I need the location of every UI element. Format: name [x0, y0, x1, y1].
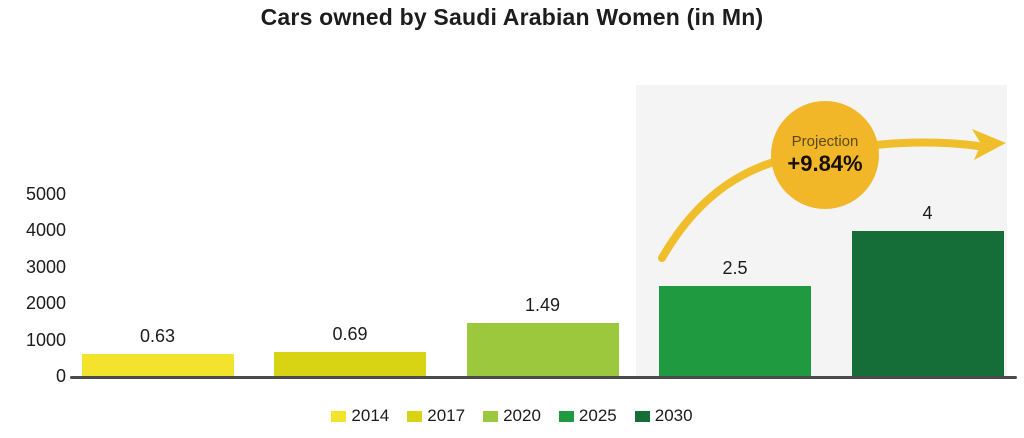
legend-label: 2017 [427, 406, 466, 425]
legend-item-2017: 2017 [407, 406, 465, 426]
bar-value-label-2020: 1.49 [524, 294, 561, 315]
legend-label: 2020 [503, 406, 541, 425]
x-axis-line [70, 376, 1017, 379]
legend-label: 2030 [654, 406, 693, 425]
legend-swatch-icon [331, 410, 347, 422]
bar-value-label-2017: 0.69 [332, 323, 368, 344]
y-tick-label: 5000 [25, 184, 66, 204]
chart-legend: 2014 2017 2020 2025 2030 [0, 406, 1024, 426]
y-tick-label: 4000 [25, 220, 66, 241]
y-tick-label: 0 [55, 366, 66, 386]
y-tick-label: 3000 [25, 256, 66, 277]
legend-item-2014: 2014 [331, 406, 389, 426]
bar-2014 [81, 354, 234, 377]
legend-swatch-icon [483, 410, 499, 422]
projection-badge: Projection +9.84% [771, 101, 879, 209]
bar-2030 [851, 231, 1004, 377]
bar-value-label-2030: 4 [922, 203, 933, 224]
legend-label: 2025 [578, 406, 617, 425]
bar-value-label-2025: 2.5 [722, 258, 748, 278]
bar-2025 [659, 286, 811, 377]
bar-value-label-2014: 0.63 [139, 326, 176, 347]
legend-item-2030: 2030 [634, 406, 693, 426]
bar-2017 [274, 351, 426, 377]
legend-item-2025: 2025 [558, 406, 617, 426]
chart-title: Cars owned by Saudi Arabian Women (in Mn… [260, 4, 764, 30]
y-tick-label: 2000 [25, 293, 66, 314]
legend-label: 2014 [351, 406, 390, 425]
legend-swatch-icon [558, 410, 574, 422]
y-tick-label: 1000 [25, 329, 66, 350]
projection-badge-label: Projection [791, 132, 859, 150]
projection-badge-value: +9.84% [787, 150, 863, 176]
legend-swatch-icon [634, 410, 650, 422]
legend-item-2020: 2020 [483, 406, 541, 426]
legend-swatch-icon [407, 410, 423, 422]
bar-2020 [466, 322, 619, 377]
